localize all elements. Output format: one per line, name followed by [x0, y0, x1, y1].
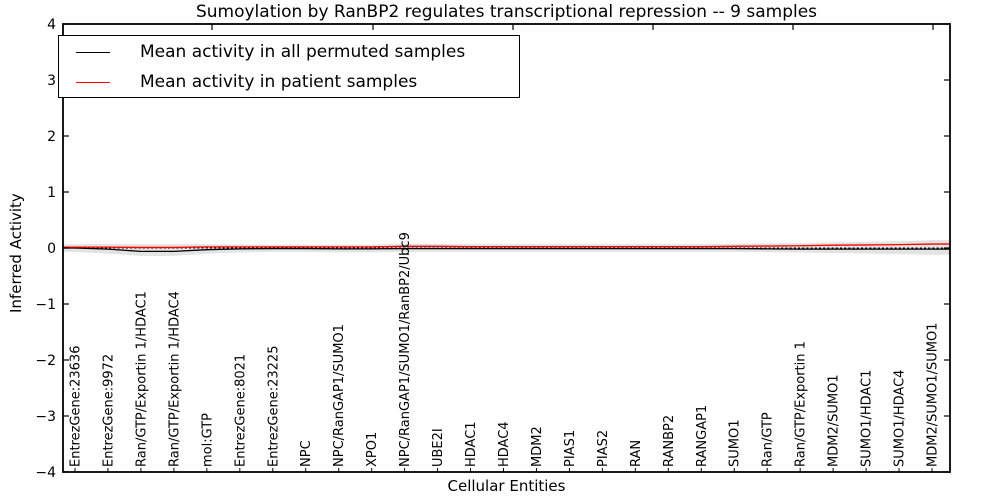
x-tick-label: NPC/RanGAP1/SUMO1/RanBP2/Ubc9: [398, 232, 413, 467]
x-tick-label: NPC: [299, 440, 314, 467]
x-tick-label: UBE2I: [431, 428, 446, 467]
y-tick-label: 2: [47, 129, 56, 145]
legend-entry-permuted: Mean activity in all permuted samples: [59, 38, 519, 66]
x-tick-label: HDAC4: [497, 421, 512, 467]
x-tick-label: MDM2: [530, 426, 545, 467]
x-tick-label: HDAC1: [464, 421, 479, 467]
y-tick-label: −4: [35, 465, 56, 481]
x-tick-label: Ran/GTP: [761, 412, 776, 467]
x-tick-label: MDM2/SUMO1: [827, 374, 842, 467]
x-tick-label: SUMO1/HDAC1: [860, 370, 875, 467]
y-tick-label: −1: [35, 297, 56, 313]
permuted-line-swatch: [76, 51, 110, 53]
x-tick-label: SUMO1/HDAC4: [893, 370, 908, 467]
legend-label-permuted: Mean activity in all permuted samples: [140, 42, 466, 62]
x-tick-label: EntrezGene:8021: [233, 354, 248, 467]
x-axis-label: Cellular Entities: [447, 477, 566, 495]
x-tick-label: EntrezGene:9972: [101, 354, 116, 467]
y-tick-label: 1: [47, 185, 56, 201]
y-tick-label: 0: [47, 241, 56, 257]
x-tick-label: PIAS1: [563, 430, 578, 467]
legend: Mean activity in all permuted samples Me…: [58, 35, 520, 98]
x-tick-label: SUMO1: [728, 420, 743, 468]
patient-mean-line: [63, 243, 950, 249]
y-tick-label: −3: [35, 409, 56, 425]
x-tick-label: EntrezGene:23225: [266, 346, 281, 467]
y-tick-label: −2: [35, 353, 56, 369]
x-tick-label: NPC/RanGAP1/SUMO1: [332, 324, 347, 467]
x-tick-label: Ran/GTP/Exportin 1/HDAC1: [134, 291, 149, 467]
x-tick-label: RAN: [629, 440, 644, 467]
permuted-mean-line: [63, 247, 950, 253]
legend-label-patient: Mean activity in patient samples: [140, 72, 418, 92]
x-tick-label: Ran/GTP/Exportin 1/HDAC4: [167, 291, 182, 467]
x-tick-label: EntrezGene:23636: [69, 346, 84, 467]
legend-entry-patient: Mean activity in patient samples: [59, 68, 519, 96]
chart-title: Sumoylation by RanBP2 regulates transcri…: [195, 2, 818, 22]
x-tick-label: PIAS2: [596, 430, 611, 467]
y-tick-label: 3: [47, 73, 56, 89]
x-tick-label: MDM2/SUMO1/SUMO1: [926, 323, 941, 467]
x-tick-label: XPO1: [365, 432, 380, 467]
x-tick-label: RANGAP1: [695, 405, 710, 467]
y-tick-label: 4: [47, 17, 56, 33]
patient-line-swatch: [76, 81, 110, 83]
x-tick-label: RANBP2: [662, 415, 677, 467]
y-axis-label: Inferred Activity: [7, 193, 25, 313]
x-tick-label: mol:GTP: [200, 413, 215, 467]
x-tick-label: Ran/GTP/Exportin 1: [794, 341, 809, 467]
